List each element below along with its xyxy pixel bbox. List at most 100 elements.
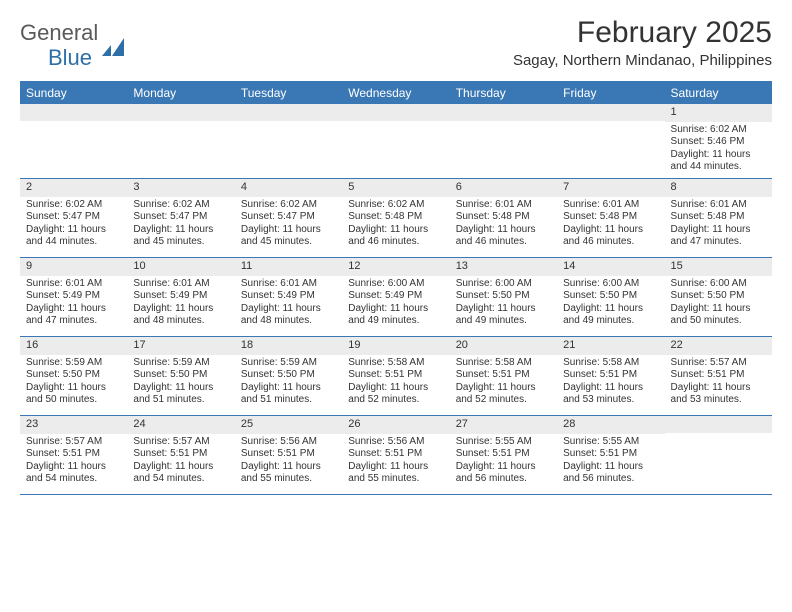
day-cell: 27Sunrise: 5:55 AMSunset: 5:51 PMDayligh…	[450, 416, 557, 494]
weekday-header: Thursday	[450, 83, 557, 104]
sunset-text: Sunset: 5:49 PM	[26, 290, 121, 303]
sunset-text: Sunset: 5:49 PM	[241, 290, 336, 303]
sunrise-text: Sunrise: 6:01 AM	[456, 199, 551, 212]
week-row: 9Sunrise: 6:01 AMSunset: 5:49 PMDaylight…	[20, 258, 772, 337]
brand-name-1: General	[20, 20, 98, 45]
day-number: 19	[342, 337, 449, 355]
day-number: 11	[235, 258, 342, 276]
daylight-text: Daylight: 11 hours and 46 minutes.	[456, 224, 551, 249]
sunset-text: Sunset: 5:51 PM	[26, 448, 121, 461]
daylight-text: Daylight: 11 hours and 55 minutes.	[241, 461, 336, 486]
top-row: General Blue February 2025 Sagay, Northe…	[20, 16, 772, 71]
sunset-text: Sunset: 5:51 PM	[456, 448, 551, 461]
daylight-text: Daylight: 11 hours and 47 minutes.	[26, 303, 121, 328]
day-number: 8	[665, 179, 772, 197]
day-cell: 13Sunrise: 6:00 AMSunset: 5:50 PMDayligh…	[450, 258, 557, 336]
weekday-header: Friday	[557, 83, 664, 104]
day-number: 16	[20, 337, 127, 355]
sunset-text: Sunset: 5:46 PM	[671, 136, 766, 149]
sunrise-text: Sunrise: 5:57 AM	[26, 436, 121, 449]
day-body: Sunrise: 6:02 AMSunset: 5:47 PMDaylight:…	[235, 197, 342, 253]
day-body: Sunrise: 5:56 AMSunset: 5:51 PMDaylight:…	[342, 434, 449, 490]
daylight-text: Daylight: 11 hours and 53 minutes.	[671, 382, 766, 407]
brand-name-2: Blue	[20, 45, 92, 70]
sunrise-text: Sunrise: 6:00 AM	[563, 278, 658, 291]
empty-day-number	[127, 104, 234, 121]
sunset-text: Sunset: 5:51 PM	[671, 369, 766, 382]
day-number: 7	[557, 179, 664, 197]
sunset-text: Sunset: 5:51 PM	[133, 448, 228, 461]
day-cell	[127, 104, 234, 178]
day-number: 18	[235, 337, 342, 355]
daylight-text: Daylight: 11 hours and 55 minutes.	[348, 461, 443, 486]
day-cell: 22Sunrise: 5:57 AMSunset: 5:51 PMDayligh…	[665, 337, 772, 415]
day-cell: 28Sunrise: 5:55 AMSunset: 5:51 PMDayligh…	[557, 416, 664, 494]
sunrise-text: Sunrise: 5:56 AM	[241, 436, 336, 449]
weekday-header: Monday	[127, 83, 234, 104]
sunset-text: Sunset: 5:51 PM	[241, 448, 336, 461]
day-body: Sunrise: 5:58 AMSunset: 5:51 PMDaylight:…	[557, 355, 664, 411]
sunrise-text: Sunrise: 6:02 AM	[348, 199, 443, 212]
sunrise-text: Sunrise: 6:01 AM	[671, 199, 766, 212]
day-body: Sunrise: 6:01 AMSunset: 5:48 PMDaylight:…	[557, 197, 664, 253]
day-cell: 16Sunrise: 5:59 AMSunset: 5:50 PMDayligh…	[20, 337, 127, 415]
day-body: Sunrise: 6:02 AMSunset: 5:48 PMDaylight:…	[342, 197, 449, 253]
daylight-text: Daylight: 11 hours and 49 minutes.	[563, 303, 658, 328]
daylight-text: Daylight: 11 hours and 49 minutes.	[456, 303, 551, 328]
daylight-text: Daylight: 11 hours and 44 minutes.	[671, 149, 766, 174]
day-cell	[557, 104, 664, 178]
day-cell: 8Sunrise: 6:01 AMSunset: 5:48 PMDaylight…	[665, 179, 772, 257]
day-body: Sunrise: 6:00 AMSunset: 5:49 PMDaylight:…	[342, 276, 449, 332]
day-cell: 5Sunrise: 6:02 AMSunset: 5:48 PMDaylight…	[342, 179, 449, 257]
day-number: 27	[450, 416, 557, 434]
day-cell: 1Sunrise: 6:02 AMSunset: 5:46 PMDaylight…	[665, 104, 772, 178]
day-cell	[342, 104, 449, 178]
day-cell: 26Sunrise: 5:56 AMSunset: 5:51 PMDayligh…	[342, 416, 449, 494]
sunset-text: Sunset: 5:47 PM	[241, 211, 336, 224]
daylight-text: Daylight: 11 hours and 48 minutes.	[133, 303, 228, 328]
day-number: 3	[127, 179, 234, 197]
day-body: Sunrise: 5:56 AMSunset: 5:51 PMDaylight:…	[235, 434, 342, 490]
day-number: 25	[235, 416, 342, 434]
sunrise-text: Sunrise: 6:02 AM	[671, 124, 766, 137]
week-row: 16Sunrise: 5:59 AMSunset: 5:50 PMDayligh…	[20, 337, 772, 416]
day-cell: 23 Sunrise: 5:57 AMSunset: 5:51 PMDayligh…	[20, 416, 127, 494]
sunset-text: Sunset: 5:48 PM	[563, 211, 658, 224]
sunrise-text: Sunrise: 6:01 AM	[133, 278, 228, 291]
sunset-text: Sunset: 5:51 PM	[348, 448, 443, 461]
daylight-text: Daylight: 11 hours and 54 minutes.	[26, 461, 121, 486]
day-body: Sunrise: 6:01 AMSunset: 5:48 PMDaylight:…	[665, 197, 772, 253]
day-body: Sunrise: 5:57 AMSunset: 5:51 PMDaylight:…	[127, 434, 234, 490]
sunrise-text: Sunrise: 6:00 AM	[456, 278, 551, 291]
day-number: 4	[235, 179, 342, 197]
day-body: Sunrise: 5:57 AMSunset: 5:51 PMDaylight:…	[665, 355, 772, 411]
day-number: 26	[342, 416, 449, 434]
empty-day-number	[20, 104, 127, 121]
daylight-text: Daylight: 11 hours and 45 minutes.	[241, 224, 336, 249]
day-cell: 17Sunrise: 5:59 AMSunset: 5:50 PMDayligh…	[127, 337, 234, 415]
empty-day-number	[342, 104, 449, 121]
day-body: Sunrise: 6:02 AMSunset: 5:46 PMDaylight:…	[665, 122, 772, 178]
sunset-text: Sunset: 5:50 PM	[563, 290, 658, 303]
day-cell: 14Sunrise: 6:00 AMSunset: 5:50 PMDayligh…	[557, 258, 664, 336]
daylight-text: Daylight: 11 hours and 52 minutes.	[348, 382, 443, 407]
sunrise-text: Sunrise: 5:57 AM	[671, 357, 766, 370]
location-subtitle: Sagay, Northern Mindanao, Philippines	[513, 52, 772, 69]
weekday-header-row: Sunday Monday Tuesday Wednesday Thursday…	[20, 83, 772, 104]
day-cell: 24Sunrise: 5:57 AMSunset: 5:51 PMDayligh…	[127, 416, 234, 494]
day-body: Sunrise: 5:58 AMSunset: 5:51 PMDaylight:…	[342, 355, 449, 411]
day-cell: 11Sunrise: 6:01 AMSunset: 5:49 PMDayligh…	[235, 258, 342, 336]
calendar-grid: Sunday Monday Tuesday Wednesday Thursday…	[20, 81, 772, 495]
day-body: Sunrise: 6:02 AMSunset: 5:47 PMDaylight:…	[20, 197, 127, 253]
sunrise-text: Sunrise: 5:59 AM	[241, 357, 336, 370]
sunset-text: Sunset: 5:48 PM	[456, 211, 551, 224]
day-number: 5	[342, 179, 449, 197]
day-number: 9	[20, 258, 127, 276]
day-body: Sunrise: 6:02 AMSunset: 5:47 PMDaylight:…	[127, 197, 234, 253]
day-body: Sunrise: 5:59 AMSunset: 5:50 PMDaylight:…	[127, 355, 234, 411]
day-number: 2	[20, 179, 127, 197]
day-cell: 6Sunrise: 6:01 AMSunset: 5:48 PMDaylight…	[450, 179, 557, 257]
day-number: 23	[20, 416, 127, 434]
day-body: Sunrise: 6:00 AMSunset: 5:50 PMDaylight:…	[450, 276, 557, 332]
sunrise-text: Sunrise: 6:01 AM	[563, 199, 658, 212]
